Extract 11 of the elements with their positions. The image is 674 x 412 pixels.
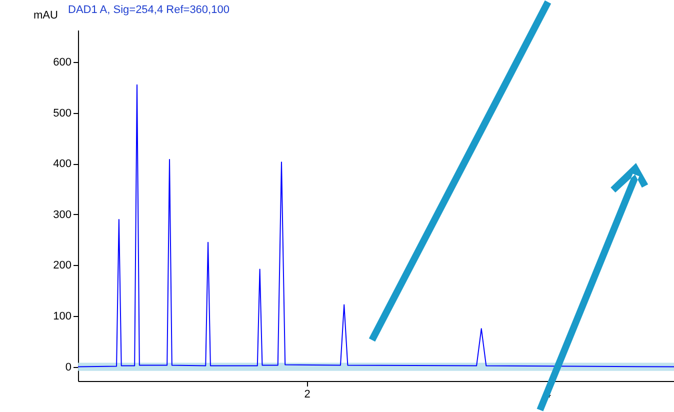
x-tick-label: 2	[304, 388, 310, 400]
y-tick-label: 400	[53, 158, 72, 170]
chart-title: DAD1 A, Sig=254,4 Ref=360,100	[68, 4, 230, 16]
y-tick-label: 600	[53, 56, 72, 68]
y-axis-title: mAU	[34, 10, 58, 22]
y-tick-label: 100	[53, 310, 72, 322]
y-tick-label: 0	[65, 361, 72, 374]
y-tick-label: 500	[53, 107, 72, 120]
line-series	[78, 84, 674, 368]
y-tick-label: 200	[53, 260, 72, 272]
y-tick-label: 300	[53, 208, 72, 221]
